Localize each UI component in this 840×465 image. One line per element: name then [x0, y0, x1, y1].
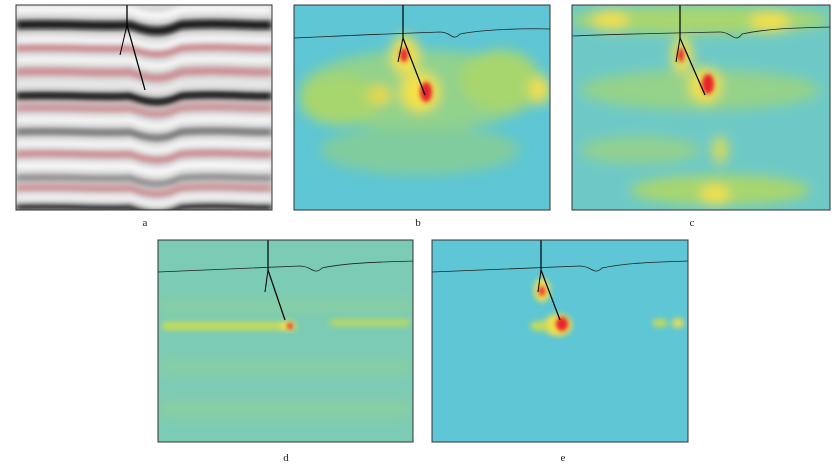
panel-label: c	[690, 217, 695, 229]
seismic-stripe	[16, 140, 272, 153]
seismic-stripe	[16, 194, 272, 206]
seismic-stripe	[16, 36, 272, 49]
panel-frame	[157, 239, 414, 443]
panel-frame	[293, 4, 551, 211]
panel-d-image	[158, 240, 413, 442]
seismic-stripe	[16, 103, 272, 117]
panel-frame	[571, 4, 831, 211]
panel-c-image	[572, 5, 830, 210]
seismic-stripe	[16, 67, 272, 82]
seismic-stripe	[16, 43, 272, 57]
panel-frame	[431, 239, 689, 443]
seismic-stripe	[16, 161, 272, 175]
panel-b-image	[294, 5, 550, 210]
seismic-stripe	[16, 183, 272, 197]
panel-label: e	[561, 452, 566, 464]
seismic-stripe	[16, 19, 272, 36]
panel-label: a	[143, 217, 148, 229]
seismic-stripe	[16, 202, 272, 210]
panel-e-image	[432, 240, 688, 442]
seismic-stripe	[16, 149, 272, 163]
seismic-stripe	[16, 116, 272, 129]
seismic-stripe	[16, 174, 272, 187]
seismic-stripe	[16, 90, 272, 106]
panel-frame	[15, 4, 273, 211]
seismic-stripe	[16, 80, 272, 93]
panel-a-image	[16, 5, 272, 210]
seismic-stripe	[16, 5, 272, 19]
seismic-stripe	[16, 127, 272, 141]
seismic-stripe	[16, 56, 272, 69]
panel-label: b	[415, 217, 421, 229]
panel-label: d	[283, 452, 289, 464]
